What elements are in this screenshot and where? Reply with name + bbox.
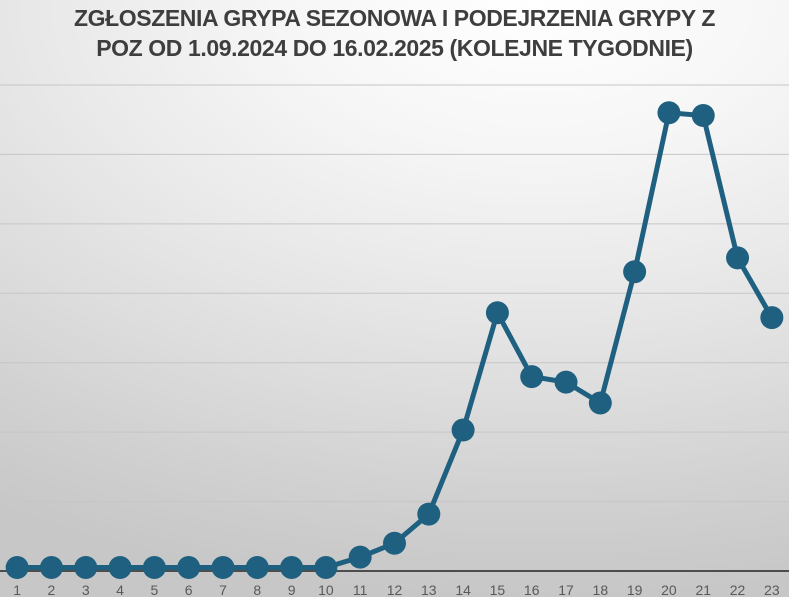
- data-point: [177, 556, 201, 580]
- data-point: [280, 556, 304, 580]
- data-point: [348, 545, 372, 569]
- data-point: [485, 301, 509, 325]
- x-tick-label: 4: [116, 582, 124, 597]
- x-tick-label: 5: [150, 582, 158, 597]
- data-point: [383, 531, 406, 555]
- x-tick-label: 16: [524, 582, 540, 597]
- data-point: [623, 260, 647, 284]
- data-point: [39, 556, 63, 580]
- x-tick-label: 7: [219, 582, 227, 597]
- x-tick-label: 13: [421, 582, 437, 597]
- data-point: [760, 306, 784, 330]
- x-tick-label: 9: [288, 582, 296, 597]
- x-tick-label: 12: [387, 582, 403, 597]
- x-tick-label: 15: [490, 582, 506, 597]
- data-point: [451, 418, 475, 442]
- x-tick-label: 10: [318, 582, 334, 597]
- x-tick-label: 22: [730, 582, 746, 597]
- x-tick-label: 3: [82, 582, 90, 597]
- series-line: [14, 110, 775, 571]
- data-point: [554, 370, 578, 394]
- x-tick-label: 18: [593, 582, 609, 597]
- x-tick-label: 14: [455, 582, 471, 597]
- data-point: [691, 104, 715, 128]
- chart-title: ZGŁOSZENIA GRYPA SEZONOWA I PODEJRZENIA …: [0, 3, 789, 63]
- chart-title-line-1: ZGŁOSZENIA GRYPA SEZONOWA I PODEJRZENIA …: [73, 5, 716, 31]
- x-tick-label: 2: [48, 582, 56, 597]
- data-point: [5, 556, 29, 580]
- data-point: [211, 556, 235, 580]
- x-tick-label: 20: [661, 582, 677, 597]
- x-tick-label: 23: [764, 582, 780, 597]
- x-tick-label: 1: [13, 582, 21, 597]
- x-tick-label: 11: [353, 582, 368, 597]
- data-point: [520, 365, 544, 389]
- x-tick-label: 17: [558, 582, 574, 597]
- data-point: [657, 101, 681, 125]
- x-tick-label: 6: [185, 582, 193, 597]
- data-point: [588, 391, 612, 415]
- data-point: [142, 556, 166, 580]
- data-point: [726, 246, 750, 270]
- chart-title-line-2: POZ OD 1.09.2024 DO 16.02.2025 (KOLEJNE …: [96, 35, 693, 61]
- x-tick-label: 21: [695, 582, 711, 597]
- data-point: [74, 556, 98, 580]
- x-tick-label: 8: [253, 582, 261, 597]
- data-point: [108, 556, 132, 580]
- data-point: [245, 556, 269, 580]
- data-point: [417, 502, 441, 526]
- data-point: [314, 556, 338, 580]
- x-tick-label: 19: [627, 582, 643, 597]
